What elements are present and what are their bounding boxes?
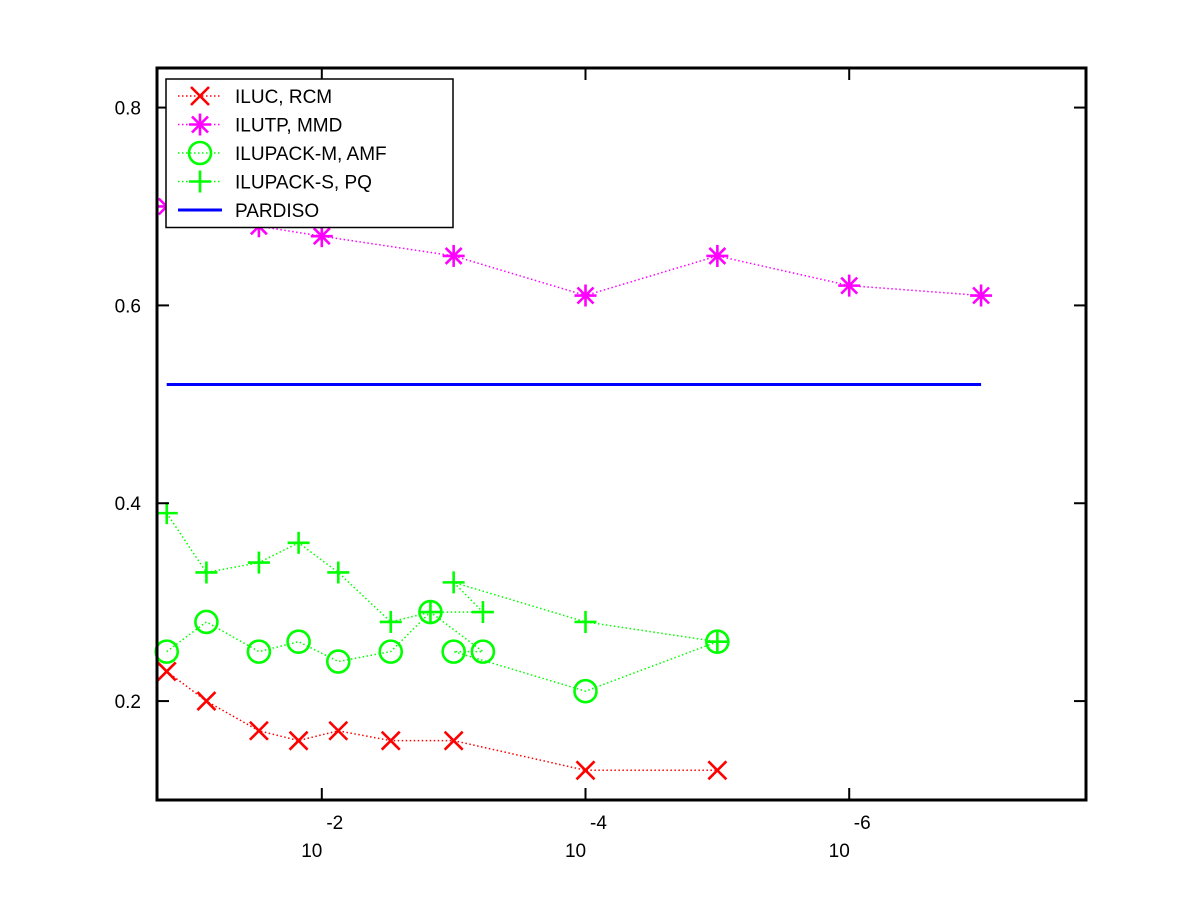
series-1-point-6-d2 <box>840 276 859 295</box>
y-tick-label-1: 0.4 <box>115 494 142 515</box>
series-1-point-4-d2 <box>576 286 595 305</box>
series-0-point-8-b <box>707 760 728 781</box>
x-tick-label-0: 10 <box>301 841 322 862</box>
series-2-point-4 <box>325 649 351 674</box>
legend-entry-4: PARDISO <box>178 201 319 222</box>
series-2-point-5 <box>378 639 404 664</box>
series-2-point-3 <box>286 629 311 655</box>
series-0-point-3-b <box>288 730 309 751</box>
legend-entry-2: ILUPACK-M, AMF <box>178 140 387 166</box>
x-tick-exponent-1: -4 <box>590 813 607 834</box>
legend-label-1: ILUTP, MMD <box>235 116 342 137</box>
series-2-point-7 <box>470 639 496 664</box>
legend-label-3: ILUPACK-S, PQ <box>235 173 372 194</box>
legend-label-2: ILUPACK-M, AMF <box>235 144 387 165</box>
y-tick-label-2: 0.6 <box>115 296 141 317</box>
series-1-point-5-d2 <box>708 247 727 265</box>
series-0-point-7-b <box>575 760 596 781</box>
legend-marker-1-d2 <box>191 115 209 134</box>
series-1-point-7-d2 <box>972 286 990 305</box>
series-0 <box>156 661 728 781</box>
legend-label-4: PARDISO <box>235 201 319 222</box>
series-0-point-6-b <box>443 730 464 751</box>
x-tick-label-2: 10 <box>829 841 850 862</box>
series-2-point-9 <box>573 678 598 704</box>
plot-frame <box>155 66 1088 802</box>
x-tick-exponent-2: -6 <box>854 813 871 834</box>
legend-entry-0: ILUC, RCM <box>178 86 332 108</box>
series-0-point-4-b <box>328 720 349 741</box>
series-0-point-2-b <box>248 720 269 741</box>
series-0-point-1-b <box>196 691 217 712</box>
series-3 <box>155 502 729 653</box>
legend: ILUC, RCM ILUTP, MMD ILUPACK-M, AMF ILUPACK… <box>165 78 454 229</box>
legend-label-0: ILUC, RCM <box>235 87 332 108</box>
axes-layer: 0.20.40.60.810-210-410-6 <box>115 66 1088 862</box>
legend-marker-2 <box>187 140 213 166</box>
series-2-point-2 <box>246 639 272 664</box>
legend-marker-0-b <box>190 86 210 106</box>
y-tick-label-3: 0.8 <box>115 99 141 120</box>
series-0-point-0-b <box>156 661 177 682</box>
x-tick-label-1: 10 <box>565 841 586 862</box>
series-1-point-2-d2 <box>312 227 331 246</box>
series-2-point-8 <box>441 639 466 664</box>
series-0-point-5-b <box>380 730 401 751</box>
x-tick-exponent-0: -2 <box>326 813 343 834</box>
series-2-point-1 <box>194 609 219 635</box>
legend-box <box>165 78 454 229</box>
series-1-point-3-d2 <box>444 247 463 265</box>
legend-entry-3: ILUPACK-S, PQ <box>178 170 372 194</box>
y-tick-label-0: 0.2 <box>115 692 141 713</box>
legend-entry-1: ILUTP, MMD <box>178 113 342 137</box>
series-2-line <box>166 611 718 692</box>
